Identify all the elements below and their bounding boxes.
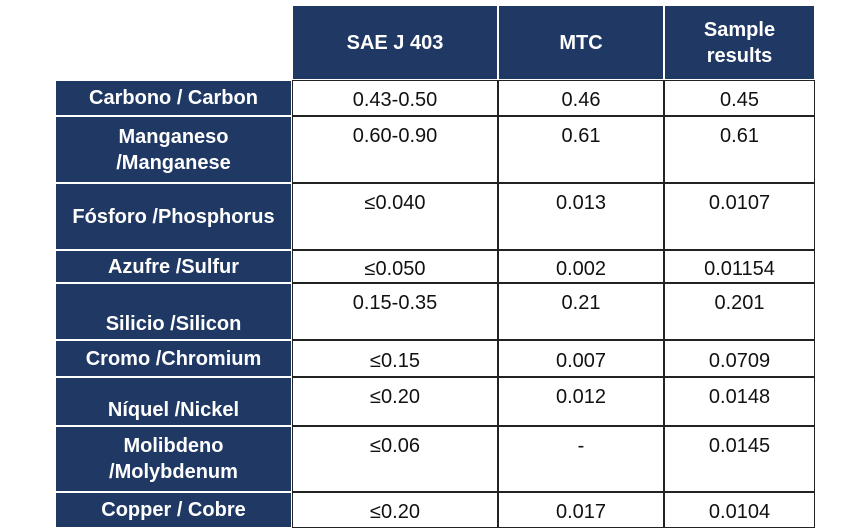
row-header: Molibdeno /Molybdenum <box>55 426 292 492</box>
row-header: Fósforo /Phosphorus <box>55 183 292 250</box>
column-header: Sample results <box>664 5 815 80</box>
data-cell: 0.45 <box>664 80 815 116</box>
data-cell: 0.61 <box>664 116 815 183</box>
data-cell: 0.0709 <box>664 340 815 377</box>
data-cell: 0.002 <box>498 250 664 283</box>
data-cell: 0.007 <box>498 340 664 377</box>
data-cell: 0.0145 <box>664 426 815 492</box>
data-cell: ≤0.15 <box>292 340 498 377</box>
data-cell: 0.01154 <box>664 250 815 283</box>
row-header: Carbono / Carbon <box>55 80 292 116</box>
row-header: Níquel /Nickel <box>55 377 292 426</box>
data-cell: - <box>498 426 664 492</box>
data-cell: ≤0.06 <box>292 426 498 492</box>
data-cell: 0.0148 <box>664 377 815 426</box>
row-header: Copper / Cobre <box>55 492 292 528</box>
data-cell: 0.15-0.35 <box>292 283 498 340</box>
data-cell: ≤0.20 <box>292 377 498 426</box>
data-cell: 0.201 <box>664 283 815 340</box>
row-header: Silicio /Silicon <box>55 283 292 340</box>
data-cell: 0.0107 <box>664 183 815 250</box>
data-cell: 0.61 <box>498 116 664 183</box>
data-cell: 0.012 <box>498 377 664 426</box>
data-cell: 0.21 <box>498 283 664 340</box>
data-cell: 0.60-0.90 <box>292 116 498 183</box>
column-header: SAE J 403 <box>292 5 498 80</box>
data-cell: ≤0.040 <box>292 183 498 250</box>
data-cell: 0.0104 <box>664 492 815 528</box>
row-header: Cromo /Chromium <box>55 340 292 377</box>
data-cell: 0.017 <box>498 492 664 528</box>
data-cell: ≤0.050 <box>292 250 498 283</box>
data-cell: 0.43-0.50 <box>292 80 498 116</box>
data-cell: ≤0.20 <box>292 492 498 528</box>
column-header: MTC <box>498 5 664 80</box>
data-cell: 0.46 <box>498 80 664 116</box>
data-cell: 0.013 <box>498 183 664 250</box>
row-header: Manganeso /Manganese <box>55 116 292 183</box>
row-header: Azufre /Sulfur <box>55 250 292 283</box>
